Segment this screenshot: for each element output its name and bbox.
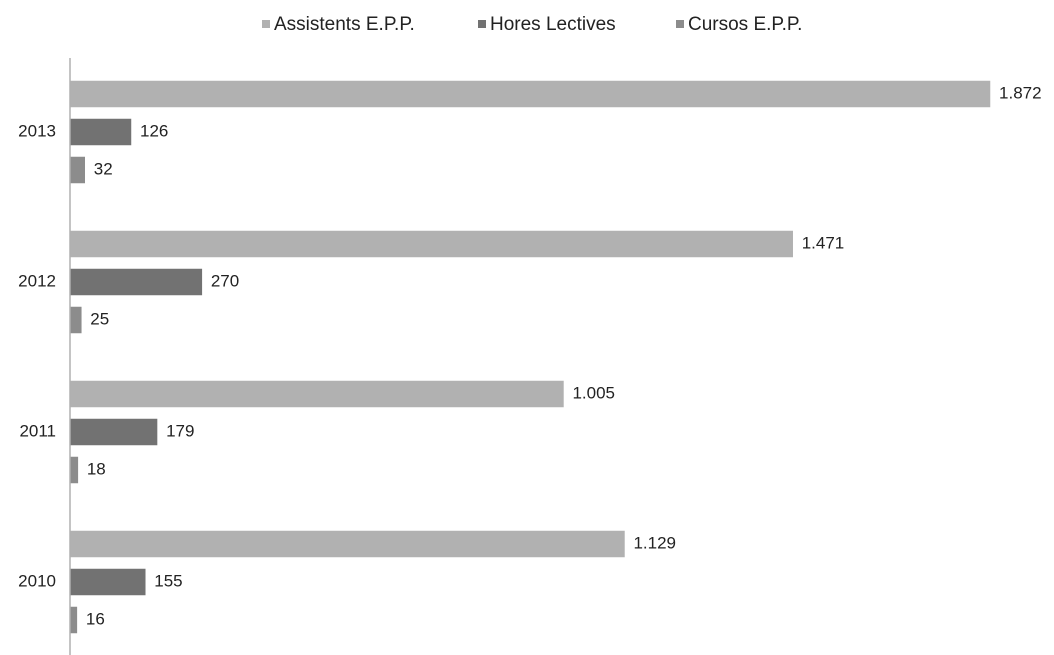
bar — [69, 379, 566, 409]
bar — [69, 567, 148, 597]
bar — [69, 455, 80, 485]
bar — [69, 117, 133, 147]
y-tick-label: 2013 — [18, 121, 56, 140]
value-label: 126 — [140, 121, 168, 140]
legend-label: Assistents E.P.P. — [274, 14, 415, 35]
value-label: 270 — [211, 271, 239, 290]
legend-swatch — [262, 20, 270, 28]
y-tick-label: 2011 — [19, 421, 56, 440]
legend: Assistents E.P.P. Hores Lectives Cursos E.… — [262, 14, 802, 35]
legend-swatch — [478, 20, 486, 28]
value-label: 32 — [94, 159, 113, 178]
value-label: 155 — [154, 571, 182, 590]
value-label: 18 — [87, 459, 106, 478]
legend-swatch — [676, 20, 684, 28]
bar — [69, 79, 992, 109]
legend-label: Cursos E.P.P. — [688, 14, 802, 35]
y-tick-label: 2010 — [18, 571, 56, 590]
value-label: 179 — [166, 421, 194, 440]
value-label: 1.005 — [572, 383, 615, 402]
bar — [69, 155, 87, 185]
bar — [69, 417, 159, 447]
legend-label: Hores Lectives — [490, 14, 616, 35]
bar — [69, 529, 627, 559]
bar — [69, 605, 79, 635]
bar — [69, 229, 795, 259]
bar — [69, 267, 204, 297]
value-label: 25 — [90, 309, 109, 328]
value-label: 1.471 — [802, 233, 845, 252]
bar — [69, 305, 84, 335]
value-label: 1.129 — [633, 533, 676, 552]
value-label: 1.872 — [999, 83, 1042, 102]
value-label: 16 — [86, 609, 105, 628]
y-tick-label: 2012 — [18, 271, 56, 290]
